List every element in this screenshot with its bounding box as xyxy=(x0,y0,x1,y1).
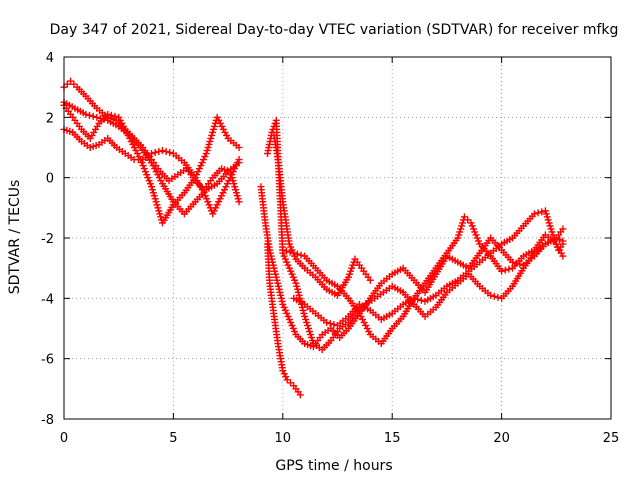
x-tick-label: 25 xyxy=(603,431,620,446)
x-axis-label: GPS time / hours xyxy=(275,458,392,474)
data-point xyxy=(235,159,243,167)
y-tick-label: 4 xyxy=(46,51,54,66)
data-point xyxy=(162,148,170,156)
data-point xyxy=(330,320,338,328)
data-point xyxy=(104,110,112,118)
data-point xyxy=(414,295,422,303)
data-point xyxy=(279,246,287,254)
data-point xyxy=(501,266,509,274)
data-point xyxy=(559,252,567,260)
data-point xyxy=(107,111,115,119)
data-point xyxy=(505,265,513,273)
data-point xyxy=(282,247,290,255)
data-point xyxy=(490,292,498,300)
data-point xyxy=(326,319,334,327)
y-tick-label: 2 xyxy=(46,111,54,126)
data-point xyxy=(559,225,567,233)
y-tick-label: -4 xyxy=(41,292,54,307)
data-point xyxy=(556,236,564,244)
x-tick-label: 20 xyxy=(493,431,510,446)
data-point xyxy=(498,267,506,275)
data-point xyxy=(166,149,174,157)
data-point xyxy=(151,149,159,157)
y-axis-label: SDTVAR / TECUs xyxy=(7,180,23,295)
data-point xyxy=(89,112,97,120)
data-point xyxy=(417,296,425,304)
data-point xyxy=(235,198,243,206)
data-point xyxy=(96,114,104,122)
data-point xyxy=(494,293,502,301)
y-tick-label: 0 xyxy=(46,172,54,187)
data-point xyxy=(410,294,418,302)
grid-lines xyxy=(64,57,611,419)
data-point xyxy=(148,150,156,158)
data-point xyxy=(559,240,567,248)
data-point xyxy=(366,276,374,284)
x-tick-label: 15 xyxy=(384,431,401,446)
data-point xyxy=(111,112,119,120)
data-point xyxy=(100,115,108,123)
data-point xyxy=(534,209,542,217)
data-point xyxy=(296,391,304,399)
data-point xyxy=(509,258,517,266)
data-point xyxy=(538,208,546,216)
y-tick-label: -2 xyxy=(41,232,54,247)
data-point xyxy=(487,291,495,299)
chart-title: Day 347 of 2021, Sidereal Day-to-day VTE… xyxy=(50,22,619,38)
x-tick-label: 10 xyxy=(275,431,292,446)
x-tick-label: 5 xyxy=(169,431,177,446)
data-point xyxy=(155,148,163,156)
data-point xyxy=(297,251,305,259)
data-point xyxy=(235,144,243,151)
data-point xyxy=(86,111,94,119)
data-point xyxy=(93,113,101,121)
x-tick-label: 0 xyxy=(60,431,68,446)
data-point xyxy=(158,147,166,155)
y-tick-label: -8 xyxy=(41,413,54,428)
data-point xyxy=(82,110,90,118)
axes: 0 5 10 15 20 25 -8 -6 -4 -2 0 2 4 xyxy=(41,51,619,446)
data-points xyxy=(60,77,567,399)
y-tick-label: -6 xyxy=(41,353,54,368)
data-point xyxy=(530,210,538,218)
data-point xyxy=(323,318,331,326)
